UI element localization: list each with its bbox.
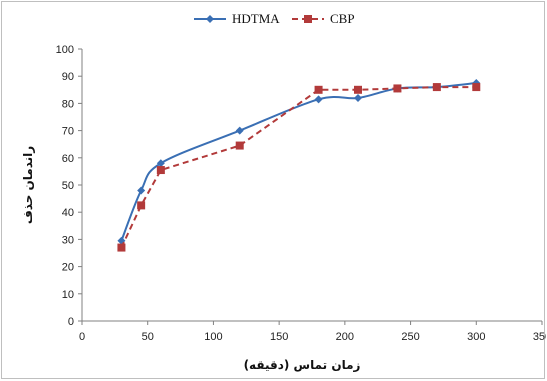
y-tick-label: 60: [62, 153, 74, 165]
x-tick-label: 0: [79, 331, 85, 343]
data-point-cbp: [472, 83, 481, 92]
data-point-cbp: [235, 141, 244, 150]
y-axis-title: راندمان حذف: [21, 146, 35, 224]
y-tick-label: 40: [62, 207, 74, 219]
y-tick-label: 30: [62, 234, 74, 246]
legend-entry-hdtma: HDTMA: [194, 11, 280, 26]
data-point-cbp: [393, 84, 402, 93]
series-cbp: [117, 83, 481, 252]
y-tick-label: 90: [62, 71, 74, 83]
y-tick-label: 80: [62, 98, 74, 110]
x-tick-label: 350: [533, 331, 546, 343]
series-line-cbp: [120, 86, 477, 248]
legend-label-hdtma: HDTMA: [232, 11, 280, 26]
data-point-hdtma: [137, 186, 146, 195]
data-point-hdtma: [156, 159, 165, 168]
data-point-cbp: [432, 83, 441, 92]
data-point-cbp: [314, 85, 323, 94]
legend-marker-hdtma: [206, 15, 214, 23]
series-line-hdtma: [120, 82, 477, 242]
data-point-hdtma: [235, 126, 244, 135]
x-tick-label: 50: [142, 331, 154, 343]
y-tick-label: 50: [62, 180, 74, 192]
y-tick-label: 20: [62, 262, 74, 274]
x-tick-label: 100: [204, 331, 222, 343]
x-tick-label: 250: [401, 331, 419, 343]
y-axis-ticks: 0 10 20 30 40 50 60 70 80 90 100: [56, 44, 82, 328]
y-tick-label: 10: [62, 289, 74, 301]
legend: HDTMA CBP: [194, 11, 355, 26]
data-point-cbp: [354, 85, 362, 94]
data-point-hdtma: [314, 95, 323, 104]
x-axis-title: زمان تماس (دقیقه): [244, 358, 361, 372]
x-tick-label: 200: [336, 331, 354, 343]
data-point-cbp: [137, 201, 146, 210]
y-tick-label: 0: [68, 316, 74, 328]
legend-label-cbp: CBP: [330, 11, 355, 26]
y-tick-label: 70: [62, 126, 74, 138]
x-tick-label: 150: [270, 331, 288, 343]
y-tick-label: 100: [56, 44, 74, 56]
x-axis-ticks: 0 50 100 150 200 250 300 350: [79, 321, 546, 343]
data-point-cbp: [156, 166, 165, 175]
legend-entry-cbp: CBP: [292, 11, 355, 26]
data-point-hdtma: [354, 93, 362, 102]
x-tick-label: 300: [467, 331, 485, 343]
legend-marker-cbp: [304, 15, 312, 23]
data-point-cbp: [117, 243, 126, 252]
series-group: [117, 79, 481, 252]
